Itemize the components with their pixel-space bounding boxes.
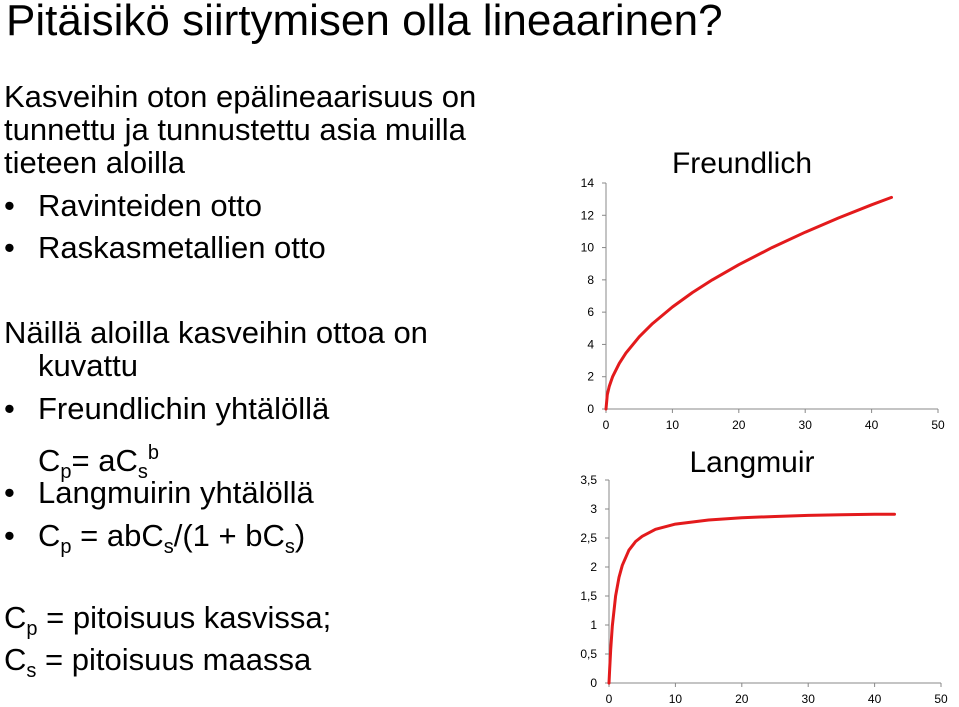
- eq-symbol: C: [38, 518, 61, 553]
- x-tick-label: 10: [666, 418, 680, 432]
- bullet-text: Ravinteiden otto: [38, 188, 263, 223]
- langmuir-chart: Langmuir 0 0,5 1 1,5 2 2,5 3 3,5 0 10 20 30 40 50: [580, 446, 948, 706]
- freundlich-equation: Cp= aCsb: [38, 436, 159, 489]
- bullet-mark: •: [4, 188, 15, 223]
- bullet-freundlich: • Freundlichin yhtälöllä: [4, 392, 329, 426]
- bullet-mark: •: [4, 518, 15, 553]
- def-subscript: s: [26, 660, 37, 682]
- x-tick-label: 40: [868, 692, 882, 706]
- eq-exponent: b: [147, 442, 159, 464]
- bullet-mark: •: [4, 230, 15, 265]
- bullet-text: Freundlichin yhtälöllä: [38, 391, 330, 426]
- y-tick-label: 1: [590, 618, 597, 632]
- y-tick-label: 6: [587, 305, 594, 319]
- x-tick-label: 0: [606, 692, 613, 706]
- y-tick-label: 4: [587, 337, 594, 351]
- def-text: = pitoisuus kasvissa;: [37, 600, 332, 635]
- y-tick-label: 12: [581, 208, 595, 222]
- page-title: Pitäisikö siirtymisen olla lineaarinen?: [6, 0, 723, 45]
- y-tick-label: 0: [590, 676, 597, 690]
- bullet-mark: •: [4, 475, 15, 510]
- y-tick-label: 1,5: [580, 589, 597, 603]
- bullet-text: Langmuirin yhtälöllä: [38, 475, 314, 510]
- y-tick-label: 0: [587, 402, 594, 416]
- x-tick-label: 20: [735, 692, 749, 706]
- y-tick-label: 8: [587, 273, 594, 287]
- models-intro-line-1: Näillä aloilla kasveihin ottoa on: [4, 315, 428, 350]
- chart-title: Langmuir: [689, 446, 814, 479]
- x-tick-label: 10: [669, 692, 683, 706]
- def-symbol: C: [4, 600, 27, 635]
- eq-subscript: p: [60, 461, 72, 483]
- x-tick-label: 50: [934, 692, 948, 706]
- eq-term: /(1 + bC: [173, 518, 285, 553]
- eq-term: = aC: [71, 443, 138, 478]
- eq-term: = abC: [71, 518, 164, 553]
- x-tick-label: 0: [603, 418, 610, 432]
- y-tick-label: 2: [590, 560, 597, 574]
- intro-line-3: tieteen aloilla: [4, 146, 185, 180]
- eq-subscript: s: [137, 461, 148, 483]
- def-subscript: p: [26, 618, 38, 640]
- def-symbol: C: [4, 642, 27, 677]
- x-tick-label: 40: [865, 418, 879, 432]
- y-tick-label: 3,5: [580, 473, 597, 487]
- bullet-ravinteiden: • Ravinteiden otto: [4, 189, 262, 223]
- series-line: [607, 512, 896, 685]
- y-tick-label: 3: [590, 502, 597, 516]
- x-tick-label: 30: [802, 692, 816, 706]
- definition-cp: Cp = pitoisuus kasvissa;: [4, 601, 331, 646]
- definition-cs: Cs = pitoisuus maassa: [4, 643, 311, 688]
- models-intro-line-2: kuvattu: [38, 348, 138, 383]
- x-tick-label: 20: [732, 418, 746, 432]
- eq-subscript: s: [163, 536, 174, 558]
- eq-symbol: C: [38, 443, 61, 478]
- bullet-text: Raskasmetallien otto: [38, 230, 326, 265]
- eq-subscript: s: [284, 536, 295, 558]
- y-tick-label: 2,5: [580, 531, 597, 545]
- chart-title: Freundlich: [672, 147, 812, 180]
- freundlich-chart: Freundlich 0 2 4 6 8 10 12 14 0 10 20 30 40 50: [581, 147, 945, 432]
- bullet-langmuir: • Langmuirin yhtälöllä: [4, 476, 314, 510]
- eq-term: ): [294, 518, 306, 553]
- y-tick-label: 14: [581, 176, 595, 190]
- x-tick-label: 50: [931, 418, 945, 432]
- y-tick-label: 10: [581, 241, 595, 255]
- def-text: = pitoisuus maassa: [36, 642, 312, 677]
- bullet-raskasmetallien: • Raskasmetallien otto: [4, 231, 326, 265]
- intro-line-3-text: tieteen aloilla: [4, 145, 185, 180]
- series-line: [604, 195, 893, 411]
- intro-line-2-text: tunnettu ja tunnustettu asia muilla: [4, 112, 466, 147]
- intro-line-1: Kasveihin oton epälineaarisuus on: [4, 79, 477, 114]
- y-tick-label: 0,5: [580, 647, 597, 661]
- eq-subscript: p: [60, 536, 72, 558]
- bullet-mark: •: [4, 391, 15, 426]
- langmuir-equation: • Cp = abCs/(1 + bCs): [4, 519, 305, 564]
- y-tick-label: 2: [587, 370, 594, 384]
- x-tick-label: 30: [799, 418, 813, 432]
- intro-line-2: tunnettu ja tunnustettu asia muilla: [4, 113, 466, 147]
